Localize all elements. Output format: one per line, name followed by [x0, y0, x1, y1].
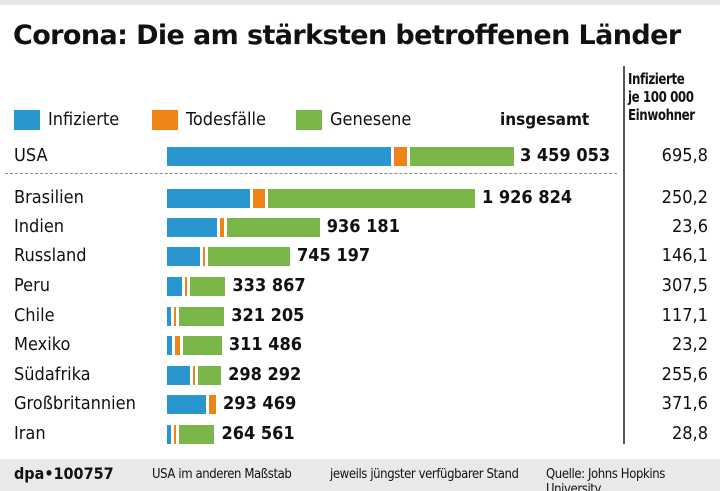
rate-header: Infizierte je 100 000 Einwohner — [628, 70, 695, 124]
rate-label: 307,5 — [661, 275, 708, 296]
legend-item-infizierte: Infizierte — [14, 109, 119, 130]
legend-item-genesene: Genesene — [296, 109, 411, 130]
rate-header-line: Infizierte — [628, 70, 685, 88]
bar-segment-todesfälle — [173, 307, 176, 326]
total-label: 1 926 824 — [482, 187, 573, 208]
rate-label: 23,2 — [671, 334, 708, 355]
category-label: Mexiko — [14, 334, 71, 355]
rate-label: 255,6 — [661, 364, 708, 385]
bar-segment-infizierte — [167, 218, 218, 237]
bar-segment-genesene — [207, 247, 290, 266]
rate-header-line: je 100 000 — [628, 88, 694, 106]
bar-segment-todesfälle — [253, 189, 265, 208]
category-label: Großbritannien — [14, 393, 136, 414]
bar-segment-infizierte — [167, 277, 183, 296]
bar-segment-genesene — [178, 425, 215, 444]
bar-segment-todesfälle — [393, 147, 408, 166]
bar-segment-todesfälle — [173, 425, 176, 444]
total-header: insgesamt — [500, 110, 590, 130]
total-label: 745 197 — [296, 245, 371, 266]
bar-segment-genesene — [198, 366, 222, 385]
bar-segment-infizierte — [167, 189, 251, 208]
legend-item-todesfaelle: Todesfälle — [152, 109, 266, 130]
total-label: 311 486 — [228, 334, 303, 355]
rate-label: 146,1 — [661, 245, 708, 266]
legend-swatch — [14, 109, 40, 130]
bar-segment-todesfälle — [220, 218, 225, 237]
top-bar — [0, 0, 720, 5]
bar-segment-genesene — [410, 147, 514, 166]
bar-segment-infizierte — [167, 395, 206, 414]
category-label: Südafrika — [14, 364, 91, 385]
bar-segment-todesfälle — [193, 366, 196, 385]
rate-label: 371,6 — [661, 393, 708, 414]
rate-label: 250,2 — [661, 187, 708, 208]
total-label: 264 561 — [221, 423, 295, 444]
bar-segment-infizierte — [167, 147, 391, 166]
column-divider — [623, 66, 625, 444]
bar-segment-genesene — [178, 307, 225, 326]
legend-swatch — [296, 109, 322, 130]
usa-separator — [5, 173, 617, 174]
total-label: 3 459 053 — [520, 145, 611, 166]
category-label: Russland — [14, 245, 87, 266]
bar-segment-genesene — [227, 218, 320, 237]
category-label: Brasilien — [14, 187, 84, 208]
bar-segment-genesene — [190, 277, 226, 296]
category-label: Peru — [14, 275, 51, 296]
bar-segment-genesene — [183, 336, 222, 355]
rate-label: 23,6 — [671, 216, 708, 237]
total-label: 333 867 — [232, 275, 306, 296]
legend-label: Todesfälle — [186, 109, 267, 130]
category-label: Iran — [14, 423, 46, 444]
bar-segment-genesene — [267, 189, 475, 208]
total-label: 293 469 — [222, 393, 297, 414]
category-label: USA — [14, 145, 48, 166]
bar-segment-todesfälle — [208, 395, 216, 414]
footer: dpa•100757 USA im anderen Maßstab jeweil… — [0, 459, 720, 491]
scale-note: USA im anderen Maßstab — [152, 467, 292, 482]
source-note: Quelle: Johns Hopkins University — [546, 467, 665, 491]
rate-header-line: Einwohner — [628, 106, 695, 124]
rate-label: 695,8 — [661, 145, 708, 166]
bar-segment-infizierte — [167, 366, 191, 385]
chart-title: Corona: Die am stärksten betroffenen Län… — [13, 20, 681, 51]
legend-label: Infizierte — [48, 109, 120, 130]
total-label: 936 181 — [326, 216, 400, 237]
stand-note: jeweils jüngster verfügbarer Stand — [330, 467, 519, 482]
bar-segment-todesfälle — [174, 336, 181, 355]
rate-label: 117,1 — [661, 305, 708, 326]
legend-swatch — [152, 109, 178, 130]
bar-segment-infizierte — [167, 247, 200, 266]
bar-segment-todesfälle — [185, 277, 188, 296]
total-label: 321 205 — [231, 305, 305, 326]
legend-label: Genesene — [330, 109, 412, 130]
category-label: Indien — [14, 216, 65, 237]
bar-segment-todesfälle — [202, 247, 205, 266]
bar-segment-infizierte — [167, 425, 171, 444]
total-label: 298 292 — [228, 364, 302, 385]
category-label: Chile — [14, 305, 55, 326]
agency-logo: dpa•100757 — [14, 464, 114, 483]
bar-segment-infizierte — [167, 336, 172, 355]
rate-label: 28,8 — [671, 423, 708, 444]
bar-segment-infizierte — [167, 307, 171, 326]
